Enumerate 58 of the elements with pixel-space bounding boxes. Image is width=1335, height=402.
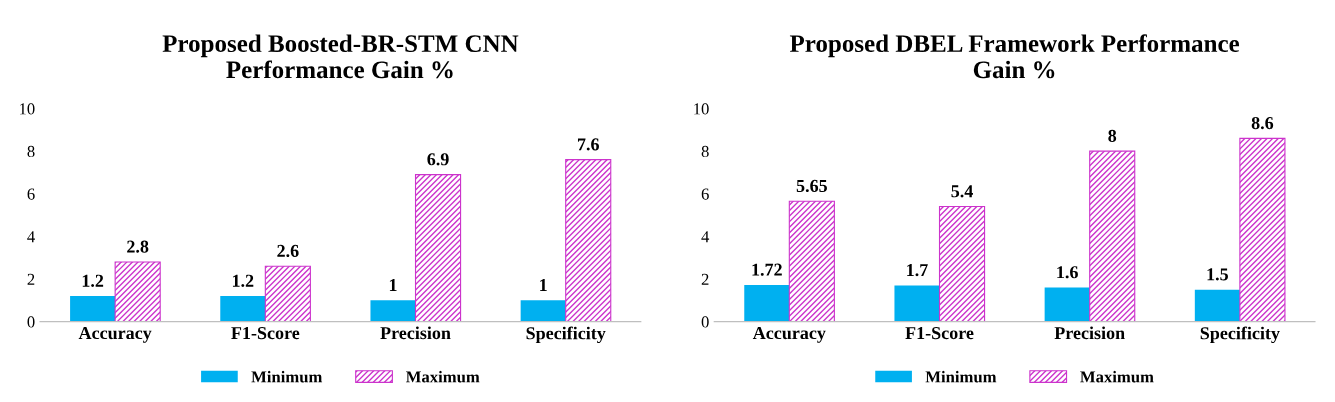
chart-title: Proposed Boosted-BR-STM CNN Performance Gain % bbox=[162, 34, 519, 79]
y-tick-label: 10 bbox=[19, 103, 35, 115]
bar bbox=[1194, 289, 1240, 322]
data-label: 1.7 bbox=[907, 264, 928, 277]
bar bbox=[220, 296, 266, 322]
y-tick-label: 0 bbox=[27, 316, 35, 328]
data-label: 1.2 bbox=[82, 274, 104, 287]
bar bbox=[370, 300, 416, 322]
data-label: 1.6 bbox=[1057, 266, 1078, 279]
y-tick-label: 4 bbox=[27, 231, 35, 243]
y-tick-label: 2 bbox=[701, 273, 709, 285]
legend-label: Maximum bbox=[1080, 370, 1154, 383]
x-tick-label: Specificity bbox=[526, 326, 606, 344]
data-label: 5.4 bbox=[951, 185, 973, 198]
legend-label: Minimum bbox=[251, 370, 323, 383]
y-tick-label: 10 bbox=[694, 103, 709, 115]
bar bbox=[1089, 150, 1136, 322]
data-label: 7.6 bbox=[577, 138, 599, 151]
data-label: 2.6 bbox=[277, 244, 299, 258]
x-tick-label: F1-Score bbox=[905, 327, 974, 340]
y-tick-label: 8 bbox=[27, 145, 35, 158]
bar bbox=[1239, 137, 1286, 322]
bar bbox=[70, 296, 116, 322]
data-label: 1 bbox=[389, 278, 397, 291]
y-tick-label: 8 bbox=[701, 145, 709, 158]
bar bbox=[114, 261, 161, 322]
data-label: 2.8 bbox=[127, 240, 149, 253]
x-tick-label: Precision bbox=[380, 326, 451, 340]
x-tick-label: Specificity bbox=[1200, 326, 1280, 344]
bar bbox=[894, 285, 940, 322]
data-label: 8 bbox=[1108, 129, 1117, 142]
bar bbox=[1044, 287, 1090, 322]
bar bbox=[565, 159, 612, 322]
data-label: 6.9 bbox=[427, 153, 449, 166]
bar bbox=[744, 284, 790, 322]
bar bbox=[938, 205, 986, 322]
data-label: 1.2 bbox=[232, 274, 254, 287]
data-label: 8.6 bbox=[1251, 116, 1274, 130]
data-label: 1.72 bbox=[752, 263, 782, 276]
legend-label: Minimum bbox=[925, 370, 997, 383]
y-tick-label: 2 bbox=[27, 273, 35, 285]
x-tick-label: F1-Score bbox=[231, 327, 300, 340]
x-tick-label: Accuracy bbox=[752, 327, 826, 343]
y-tick-label: 6 bbox=[701, 188, 709, 200]
y-tick-label: 0 bbox=[701, 316, 709, 328]
data-label: 1 bbox=[540, 278, 547, 291]
y-tick-label: 6 bbox=[27, 188, 35, 200]
x-tick-label: Accuracy bbox=[78, 327, 152, 343]
data-label: 1.5 bbox=[1207, 268, 1228, 281]
chart-title: Proposed DBEL Framework Performance Gain % bbox=[789, 34, 1240, 79]
legend-label: Maximum bbox=[405, 370, 480, 383]
bar bbox=[264, 265, 311, 322]
y-tick-label: 4 bbox=[701, 231, 710, 243]
bar bbox=[414, 174, 462, 322]
bar bbox=[788, 200, 835, 322]
bar bbox=[520, 300, 566, 322]
x-tick-label: Precision bbox=[1054, 326, 1125, 340]
data-label: 5.65 bbox=[796, 179, 827, 193]
